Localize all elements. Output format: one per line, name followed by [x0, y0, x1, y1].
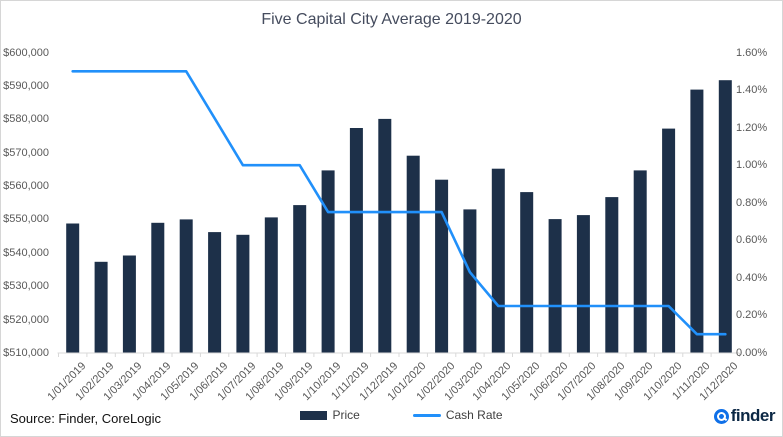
legend-cash-rate-swatch	[412, 413, 441, 417]
legend-price-label: Price	[332, 408, 360, 422]
finder-logo-text: finder	[730, 406, 776, 425]
legend: Price Cash Rate	[1, 408, 782, 422]
right-axis-tick-label: 0.80%	[736, 197, 768, 209]
right-axis-tick-label: 1.40%	[736, 84, 768, 96]
price-bar	[66, 223, 80, 353]
left-axis-tick-label: $560,000	[3, 180, 49, 192]
left-axis-tick-label: $570,000	[3, 147, 49, 159]
price-bar	[491, 168, 505, 353]
magnifier-icon	[713, 408, 729, 424]
left-axis-tick-label: $540,000	[3, 247, 49, 259]
price-bar	[349, 128, 363, 353]
source-text: Source: Finder, CoreLogic	[10, 411, 162, 426]
price-bar	[690, 89, 704, 353]
price-bar	[236, 234, 250, 353]
price-bar	[406, 155, 420, 353]
left-axis-tick-label: $580,000	[3, 113, 49, 125]
price-bar	[321, 170, 335, 353]
left-axis-tick-label: $600,000	[3, 47, 49, 59]
price-bar	[718, 80, 732, 353]
price-bar	[520, 192, 534, 353]
left-axis-tick-label: $590,000	[3, 80, 49, 92]
right-axis-tick-label: 1.00%	[736, 159, 768, 171]
price-bar	[662, 128, 676, 353]
price-bar	[208, 232, 222, 353]
right-axis-tick-label: 0.20%	[736, 309, 768, 321]
price-bar	[463, 209, 477, 353]
right-axis-tick-label: 1.60%	[736, 47, 768, 59]
price-bar	[435, 179, 449, 353]
price-bar	[293, 205, 307, 353]
finder-logo: finder	[713, 406, 776, 426]
price-bar	[378, 118, 392, 354]
legend-cash-rate-label: Cash Rate	[445, 408, 503, 422]
left-axis-tick-label: $510,000	[3, 347, 49, 359]
left-axis-tick-label: $520,000	[3, 314, 49, 326]
right-axis-tick-label: 0.00%	[736, 347, 768, 359]
right-axis-tick-label: 1.20%	[736, 122, 768, 134]
price-bar	[122, 255, 136, 353]
right-axis-tick-label: 0.60%	[736, 234, 768, 246]
legend-price-swatch	[300, 410, 328, 420]
price-bar	[548, 219, 562, 353]
chart-title: Five Capital City Average 2019-2020	[261, 11, 522, 28]
left-axis-tick-label: $550,000	[3, 213, 49, 225]
price-bar	[576, 215, 590, 353]
price-bar	[264, 217, 278, 353]
cash-rate-line	[71, 70, 727, 336]
price-bar	[633, 170, 647, 353]
price-bar	[179, 219, 193, 353]
right-axis-tick-label: 0.40%	[736, 272, 768, 284]
price-bar	[151, 222, 165, 353]
price-bar	[94, 261, 108, 353]
left-axis-tick-label: $530,000	[3, 280, 49, 292]
price-bar	[605, 197, 619, 353]
